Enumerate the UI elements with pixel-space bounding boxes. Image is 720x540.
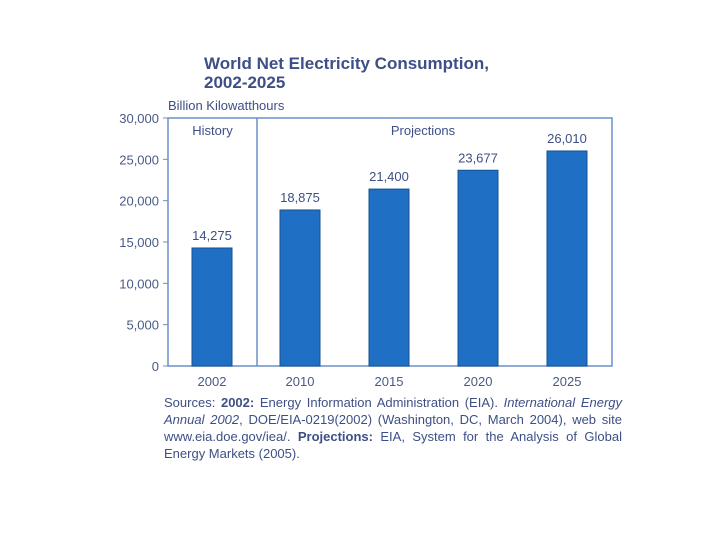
x-tick-label: 2010 [286, 374, 315, 389]
value-labels: 14,275 18,875 21,400 23,677 26,010 [192, 131, 587, 243]
y-axis-unit-label: Billion Kilowatthours [168, 98, 285, 113]
sources-prefix: Sources: [164, 395, 221, 410]
chart-title-line-2: 2002-2025 [204, 73, 285, 92]
bar-value-label: 23,677 [458, 150, 498, 165]
y-tick-label: 5,000 [126, 318, 159, 333]
bar [546, 150, 588, 367]
x-tick-label: 2020 [464, 374, 493, 389]
bars [191, 150, 588, 367]
sources-projections-text: EIA, System for the Analysis of Global E… [164, 429, 622, 461]
y-tick-label: 15,000 [119, 235, 159, 250]
y-tick-label: 25,000 [119, 152, 159, 167]
bar [191, 247, 233, 367]
sources-note: Sources: 2002: Energy Information Admini… [164, 394, 622, 462]
sources-2002-label: 2002: [220, 395, 255, 410]
sources-publication: International Energy Annual 2002 [164, 395, 623, 427]
region-labels: History Projections [192, 123, 455, 138]
sources-projections-label: Projections: [297, 429, 373, 444]
chart-title-line-1: World Net Electricity Consumption, [204, 54, 489, 73]
bar [457, 169, 499, 367]
sources-2002-text: Energy Information Administration (EIA). [254, 395, 504, 410]
sources-2002-text-b: , DOE/EIA-0219(2002) (Washington, DC, Ma… [164, 412, 622, 444]
bar-value-label: 18,875 [280, 190, 320, 205]
region-label-projections: Projections [391, 123, 456, 138]
x-tick-label: 2015 [375, 374, 404, 389]
x-axis-ticks: 2002 2010 2015 2020 2025 [198, 374, 582, 389]
bar [368, 188, 410, 367]
bar-value-label: 26,010 [547, 131, 587, 146]
region-label-history: History [192, 123, 233, 138]
y-tick-label: 10,000 [119, 276, 159, 291]
y-tick-label: 30,000 [119, 111, 159, 126]
x-tick-label: 2025 [553, 374, 582, 389]
x-tick-label: 2002 [198, 374, 227, 389]
bar [279, 209, 321, 367]
y-tick-label: 20,000 [119, 194, 159, 209]
y-axis-ticks: 0 5,000 10,000 15,000 20,000 25,000 30,000 [119, 111, 168, 374]
y-tick-label: 0 [152, 359, 159, 374]
bar-value-label: 21,400 [369, 169, 409, 184]
bar-value-label: 14,275 [192, 228, 232, 243]
